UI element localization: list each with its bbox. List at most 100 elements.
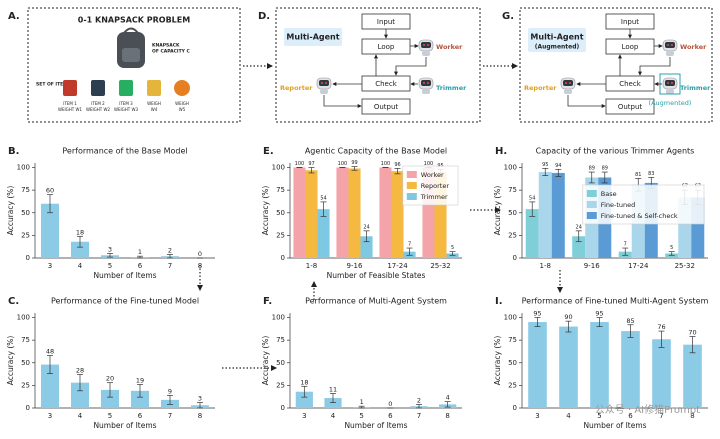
value-label: 11 — [329, 386, 337, 394]
item-label: WEIGH — [147, 101, 161, 106]
robot-eye — [667, 82, 669, 84]
legend-swatch — [406, 171, 417, 178]
node-label: Check — [619, 80, 641, 88]
node-label: Input — [377, 18, 395, 26]
x-tick-label: 9-16 — [347, 262, 363, 270]
node-box — [605, 75, 655, 92]
node-box — [361, 38, 411, 55]
robot-face — [421, 80, 431, 86]
node-label: Input — [621, 18, 639, 26]
robot-eye — [569, 82, 571, 84]
x-tick-label: 4 — [78, 412, 83, 420]
chart-title: Agentic Capacity of the Base Model — [305, 147, 447, 156]
x-tick-label: 3 — [302, 412, 306, 420]
y-tick-label: 25 — [21, 231, 30, 239]
bar — [683, 344, 702, 408]
legend-label: Base — [601, 190, 617, 198]
y-tick-label: 25 — [508, 381, 517, 389]
legend-label: Fine-tuned — [601, 201, 635, 209]
backpack-handle — [123, 27, 139, 34]
value-label: 54 — [320, 195, 326, 201]
item-label: ITEM 2 — [91, 101, 105, 106]
bar — [41, 203, 59, 258]
robot-body — [320, 89, 328, 94]
chart-title: Performance of the Base Model — [62, 147, 187, 156]
y-tick-label: 50 — [276, 359, 285, 367]
item-icon — [63, 80, 77, 96]
robot-eye — [671, 82, 673, 84]
agent-label: Trimmer — [680, 84, 711, 92]
item-icon — [147, 80, 161, 96]
bar — [538, 172, 552, 258]
robot-eye — [423, 82, 425, 84]
bar — [559, 326, 578, 408]
panel-label: C. — [8, 296, 19, 307]
value-label: 97 — [308, 161, 314, 167]
robot-eye — [325, 82, 327, 84]
y-tick-label: 25 — [21, 381, 30, 389]
value-label: 85 — [626, 317, 634, 325]
value-label: 70 — [688, 329, 696, 337]
legend-swatch — [586, 212, 597, 219]
x-axis-label: Number of Items — [583, 421, 646, 430]
value-label: 94 — [555, 163, 561, 169]
value-label: 48 — [46, 348, 54, 356]
item-icon — [119, 80, 133, 96]
y-tick-label: 100 — [17, 164, 30, 172]
bar — [348, 168, 361, 258]
robot-eye — [671, 44, 673, 46]
y-tick-label: 75 — [21, 336, 30, 344]
value-label: 100 — [381, 161, 391, 167]
x-tick-label: 17-24 — [387, 262, 408, 270]
legend-label: Worker — [421, 171, 444, 179]
x-tick-label: 6 — [628, 412, 633, 420]
value-label: 100 — [295, 161, 305, 167]
y-tick-label: 100 — [504, 314, 517, 322]
x-tick-label: 4 — [566, 412, 571, 420]
y-tick-label: 75 — [276, 186, 285, 194]
bar — [551, 172, 565, 258]
node-box — [605, 38, 655, 55]
node-box — [361, 75, 411, 92]
agent-label: Worker — [680, 43, 707, 51]
robot-eye — [423, 44, 425, 46]
x-tick-label: 5 — [359, 412, 363, 420]
value-label: 4 — [446, 394, 450, 402]
value-label: 96 — [394, 162, 400, 168]
y-tick-label: 75 — [508, 186, 517, 194]
y-tick-label: 75 — [21, 186, 30, 194]
x-tick-label: 6 — [138, 262, 143, 270]
y-tick-label: 50 — [276, 209, 285, 217]
bar — [324, 398, 342, 408]
item-label: WEIGH — [175, 101, 189, 106]
node-label: Check — [375, 80, 397, 88]
legend-swatch — [406, 182, 417, 189]
y-tick-label: 50 — [21, 359, 30, 367]
y-axis-label: Accuracy (%) — [493, 186, 502, 236]
connector — [567, 95, 606, 108]
x-tick-label: 7 — [168, 412, 172, 420]
value-label: 28 — [76, 367, 84, 375]
x-tick-label: 25-32 — [430, 262, 450, 270]
item-label: WEIGHT W3 — [114, 107, 138, 112]
bar — [305, 170, 318, 258]
panel-title: 0-1 KNAPSACK PROBLEM — [78, 16, 190, 25]
robot-body — [564, 89, 572, 94]
y-tick-label: 100 — [504, 164, 517, 172]
connector — [638, 57, 671, 76]
x-tick-label: 6 — [388, 412, 393, 420]
value-label: 81 — [635, 172, 641, 178]
node-label: Loop — [378, 43, 395, 51]
bar — [71, 382, 89, 408]
legend-swatch — [406, 193, 417, 200]
x-tick-label: 6 — [138, 412, 143, 420]
x-tick-label: 7 — [417, 412, 421, 420]
x-tick-label: 1-8 — [540, 262, 551, 270]
value-label: 9 — [168, 387, 172, 395]
item-label: WEIGHT W2 — [86, 107, 110, 112]
item-label: ITEM 1 — [63, 101, 77, 106]
legend-label: Reporter — [421, 182, 450, 190]
y-axis-label: Accuracy (%) — [261, 186, 270, 236]
value-label: 0 — [388, 400, 392, 408]
panel-label: E. — [263, 146, 274, 157]
